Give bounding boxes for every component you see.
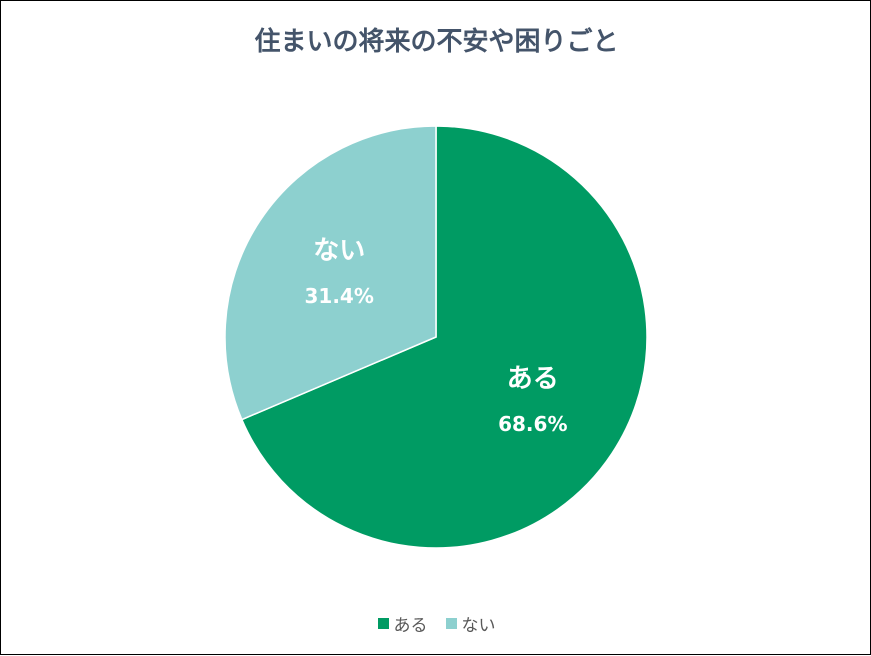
- legend-item-nai: ない: [445, 611, 496, 636]
- slice-value-label-nai: 31.4%: [305, 284, 374, 308]
- legend-item-aru: ある: [377, 611, 428, 636]
- legend-label-aru: ある: [393, 616, 428, 636]
- legend-swatch-aru: [377, 618, 389, 629]
- slice-value-label-aru: 68.6%: [498, 412, 567, 436]
- chart-title: 住まいの将来の不安や困りごと: [254, 27, 619, 57]
- slice-category-label-aru: ある: [507, 364, 559, 394]
- slice-category-label-nai: ない: [313, 236, 365, 266]
- legend: ある ない: [1, 611, 871, 636]
- pie-slice-nai: [224, 125, 437, 421]
- legend-label-nai: ない: [461, 616, 496, 636]
- pie-slice-aru: [240, 125, 648, 549]
- legend-swatch-nai: [445, 618, 457, 629]
